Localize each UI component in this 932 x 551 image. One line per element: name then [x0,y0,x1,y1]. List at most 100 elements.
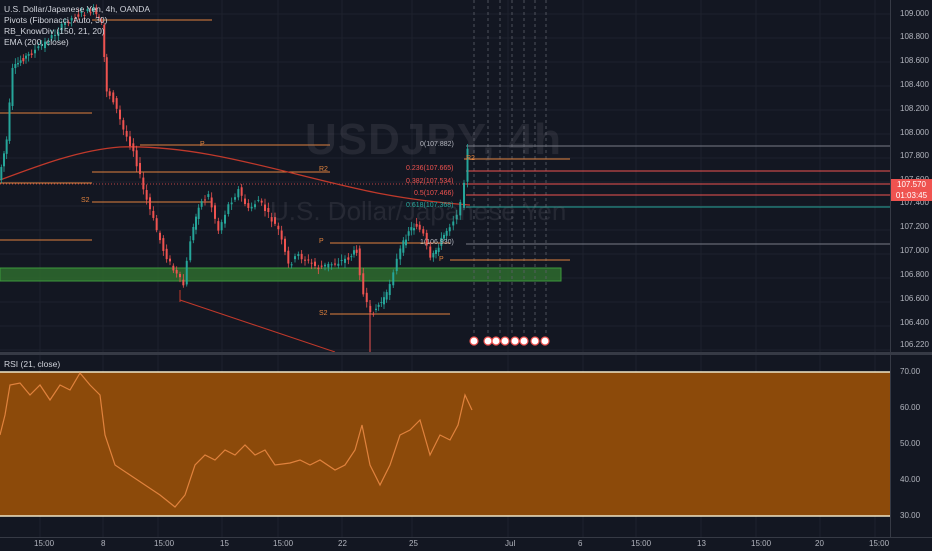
time-tick: 15:00 [869,539,890,548]
candle-body [142,177,145,190]
candle-body [294,256,296,260]
candle-body [47,42,50,44]
candle-body [435,250,437,254]
divergence-marker-icon [540,336,550,346]
divergence-marker-icon [519,336,529,346]
price-chart-canvas[interactable] [0,0,890,352]
candle-body [340,259,343,261]
candle-body [250,206,253,209]
candle-body [277,225,280,230]
candle-body [195,216,197,230]
rsi-pane[interactable]: RSI (21, close) [0,355,890,537]
candle-body [399,248,402,260]
candle-body [425,232,428,246]
candle-body [172,265,175,271]
price-tick: 108.400 [900,80,929,89]
candle-body [448,227,451,232]
time-tick: Jul [505,539,516,548]
pivot-label-p-3: P [439,256,444,263]
candle-body [267,208,270,213]
candle-body [375,308,377,311]
candle-body [70,17,73,21]
candle-body [334,263,336,265]
time-tick: 13 [697,539,706,548]
time-tick: 15:00 [631,539,652,548]
rsi-title[interactable]: RSI (21, close) [4,359,61,369]
candle-body [455,214,458,220]
candle-body [347,257,350,260]
price-tick: 106.220 [900,340,929,349]
candle-body [355,249,358,253]
price-axis[interactable]: 109.000 108.800 108.600 108.400 108.200 … [890,0,932,352]
candle-body [179,273,181,278]
candle-body [108,91,111,96]
time-tick: 6 [578,539,583,548]
price-tick: 106.600 [900,294,929,303]
pane-separator[interactable] [0,352,932,355]
price-chart-pane[interactable]: USDJPY, 4h U.S. Dollar/Japanese Yen U.S.… [0,0,890,352]
candle-body [14,63,17,69]
candle-body [445,230,448,236]
candle-body [22,58,25,62]
legend-symbol[interactable]: U.S. Dollar/Japanese Yen, 4h, OANDA [4,4,150,14]
time-tick: 20 [815,539,824,548]
candle-body [112,92,115,103]
fib-label-0236: 0.236(107.665) [406,165,454,172]
watermark-ticker: USDJPY, 4h [305,115,562,164]
candle-countdown: 01:03:45 [891,190,932,201]
candle-body [270,217,273,222]
candle-body [230,202,233,205]
fib-label-0618: 0.618(107.368) [406,202,454,209]
candle-body [189,241,192,261]
chart-legend: U.S. Dollar/Japanese Yen, 4h, OANDA Pivo… [4,4,150,48]
time-axis[interactable]: 15:00 8 15:00 15 15:00 22 25 Jul 6 15:00… [0,537,932,551]
candle-body [98,16,100,18]
candle-body [145,190,148,200]
rsi-canvas[interactable] [0,355,890,537]
candle-body [413,228,415,231]
divergence-marker-icon [530,336,540,346]
candle-body [30,53,33,55]
candle-body [132,143,135,152]
pivot-label-p: P [200,141,205,148]
fib-label-0: 0(107.882) [420,141,454,148]
candle-body [459,202,462,216]
candle-body [224,214,226,224]
candle-body [5,139,8,154]
support-zone [0,267,562,282]
price-tick: 108.000 [900,128,929,137]
candle-body [377,304,380,307]
candle-body [119,109,121,120]
candle-body [204,199,206,201]
candle-body [34,49,36,54]
last-price-tag: 107.570 [891,179,932,190]
candle-body [254,204,256,208]
legend-pivots[interactable]: Pivots (Fibonacci, Auto, 30) [4,15,108,25]
rsi-axis[interactable]: 70.00 60.00 50.00 40.00 30.00 [890,355,932,537]
candle-body [159,232,161,241]
fib-label-1: 1(106.930) [420,239,454,246]
candle-body [95,7,98,15]
candle-body [27,54,30,56]
legend-ema[interactable]: EMA (200, close) [4,37,69,47]
candle-body [440,237,443,246]
candle-body [57,32,60,36]
time-tick: 15:00 [273,539,294,548]
divergence-marker-icon [491,336,501,346]
candle-body [290,264,293,266]
candle-body [11,67,14,107]
candle-body [210,197,213,208]
candle-body [125,130,128,137]
pivot-label-r2: R2 [319,166,328,173]
candle-body [83,14,86,16]
legend-rb[interactable]: RB_KnowDiv (150, 21, 20) [4,26,105,36]
candle-body [19,60,22,63]
rsi-band [0,372,890,516]
candle-body [284,238,286,252]
pivot-label-s2-2: S2 [319,310,328,317]
candle-body [37,46,40,49]
candle-body [175,269,178,274]
candle-body [437,247,440,253]
candle-body [77,14,80,17]
candle-body [74,18,76,20]
